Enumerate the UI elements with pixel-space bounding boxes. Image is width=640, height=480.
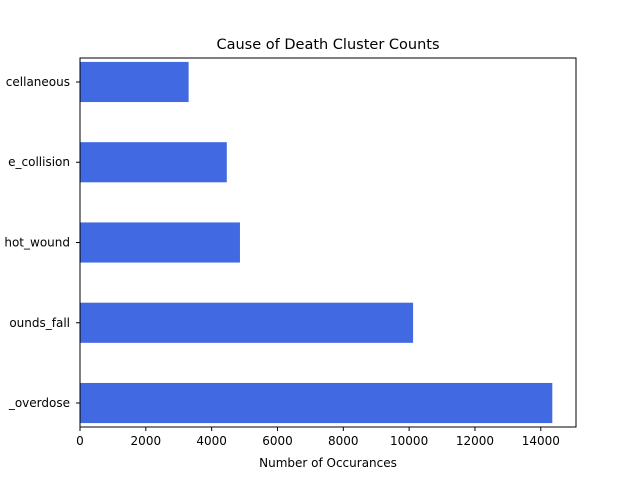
bar-1: [80, 302, 414, 343]
x-tick-label: 10000: [390, 434, 428, 448]
y-tick-label: _overdose: [8, 396, 70, 410]
y-tick-label: e_collision: [8, 155, 70, 169]
x-tick-label: 14000: [522, 434, 560, 448]
x-tick-label: 12000: [456, 434, 494, 448]
y-ticks-group: _overdose ounds_fall hot_wound e_collision c…: [4, 75, 80, 410]
y-tick-label: ounds_fall: [9, 316, 70, 330]
x-ticks-group: 0 2000 4000 6000 8000 10000 12000 14000: [76, 427, 560, 448]
y-tick-label: hot_wound: [4, 236, 70, 250]
x-tick-label: 2000: [131, 434, 162, 448]
bars-group: [80, 61, 553, 424]
bar-2: [80, 222, 240, 263]
chart-title: Cause of Death Cluster Counts: [216, 37, 439, 53]
x-tick-label: 0: [76, 434, 84, 448]
x-tick-label: 8000: [328, 434, 359, 448]
x-axis-label: Number of Occurances: [259, 456, 397, 470]
bar-3: [80, 142, 227, 183]
bar-4: [80, 61, 189, 103]
y-tick-label: cellaneous: [6, 75, 70, 89]
x-tick-label: 4000: [196, 434, 227, 448]
bar-0: [80, 382, 553, 424]
x-tick-label: 6000: [262, 434, 293, 448]
